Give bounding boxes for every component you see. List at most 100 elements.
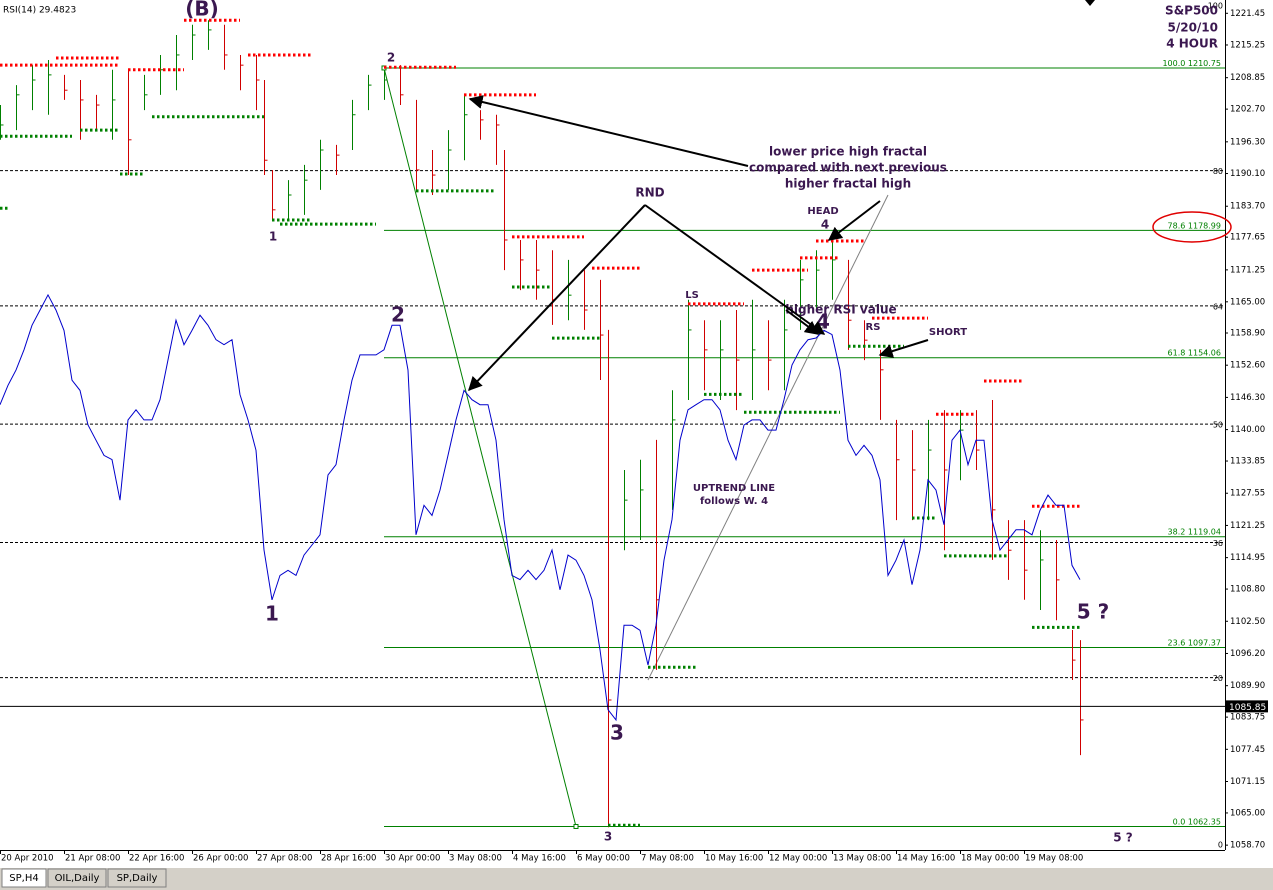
fib-price: 1210.75 [1188, 58, 1221, 67]
indicator-label: RSI(14) 29.4823 [3, 6, 76, 16]
annotation: 2 [391, 303, 405, 327]
y-tick-label: 1183.70 [1230, 202, 1265, 212]
annotation: follows W. 4 [700, 496, 768, 507]
y2-tick-label: 100 [1208, 2, 1223, 11]
x-tick-label: 30 Apr 00:00 [385, 854, 440, 864]
annotation: (B) [185, 0, 219, 21]
fib-price: 1097.37 [1188, 638, 1221, 647]
annotation-arrow [785, 309, 820, 335]
annotation-arrow [644, 204, 826, 335]
annotation: 4 [821, 218, 829, 232]
y2-tick-label: 50 [1213, 421, 1223, 430]
y2-tick-label: 80 [1213, 167, 1223, 176]
fib-ratio: 78.6 [1168, 221, 1186, 230]
y-tick-label: 1114.95 [1230, 553, 1265, 563]
y-tick-label: 1171.25 [1230, 265, 1265, 275]
y-tick-label: 1089.90 [1230, 681, 1265, 691]
chart-title: S&P500 [1165, 4, 1218, 18]
fib-trend-line [383, 67, 577, 827]
y-tick-label: 1221.45 [1230, 9, 1265, 19]
background [0, 0, 1273, 868]
last-price-label: 1085.85 [1229, 703, 1266, 713]
highlight-ellipse [1152, 211, 1232, 243]
y2-tick-label: 0 [1218, 841, 1223, 850]
annotation: 5 ? [1077, 600, 1109, 624]
y-tick-label: 1196.30 [1230, 137, 1265, 147]
annotation-arrow [468, 204, 646, 392]
fib-level-label: 100.0 1210.75 [1162, 58, 1221, 67]
chart-tab[interactable] [47, 868, 107, 888]
fib-ratio: 100.0 [1162, 58, 1185, 67]
chart-tab-label[interactable]: SP,Daily [117, 873, 158, 884]
fib-ratio: 23.6 [1168, 638, 1186, 647]
y-tick-label: 1108.80 [1230, 585, 1265, 595]
y-tick-label: 1140.00 [1230, 425, 1265, 435]
y2-tick-label: 20 [1213, 674, 1223, 683]
x-tick-label: 3 May 08:00 [449, 854, 502, 864]
y-tick-label: 1058.70 [1230, 841, 1265, 851]
y-tick-label: 1065.00 [1230, 808, 1265, 818]
fib-price: 1119.04 [1188, 527, 1221, 536]
rsi-line [0, 293, 1081, 722]
y-tick-label: 1071.15 [1230, 777, 1265, 787]
y-tick-label: 1083.75 [1230, 713, 1265, 723]
annotation: 3 [610, 721, 624, 745]
annotation: higher RSI value [785, 303, 896, 317]
annotation: compared with next previous [749, 161, 947, 175]
annotation: lower price high fractal [769, 145, 927, 159]
fib-price: 1178.99 [1188, 221, 1221, 230]
y2-tick-label: 64 [1213, 302, 1223, 311]
y-tick-label: 1127.55 [1230, 489, 1265, 499]
chart-tab-label[interactable]: OIL,Daily [55, 873, 100, 884]
x-tick-label: 27 Apr 08:00 [257, 854, 312, 864]
x-tick-label: 14 May 16:00 [897, 854, 955, 864]
shift-marker [1085, 0, 1095, 6]
x-tick-label: 18 May 00:00 [961, 854, 1019, 864]
x-tick-label: 19 May 08:00 [1025, 854, 1083, 864]
x-tick-label: 13 May 08:00 [833, 854, 891, 864]
x-tick-label: 4 May 16:00 [513, 854, 566, 864]
x-tick-label: 6 May 00:00 [577, 854, 630, 864]
y-tick-label: 1165.00 [1230, 297, 1265, 307]
y-tick-label: 1215.25 [1230, 40, 1265, 50]
y2-tick-label: 36 [1213, 539, 1223, 548]
y-tick-label: 1177.65 [1230, 233, 1265, 243]
x-tick-label: 10 May 16:00 [705, 854, 763, 864]
annotation: SHORT [929, 327, 967, 338]
annotation-arrow [827, 200, 881, 241]
chart-tab[interactable] [1, 868, 47, 888]
fib-level-label: 78.6 1178.99 [1168, 221, 1221, 230]
y-tick-label: 1133.85 [1230, 457, 1265, 467]
annotation: 2 [387, 51, 395, 65]
chart-tab-label[interactable]: SP,H4 [9, 873, 38, 884]
x-tick-label: 12 May 00:00 [769, 854, 827, 864]
annotation: LS [685, 290, 699, 301]
annotation: UPTREND LINE [693, 483, 775, 494]
x-tick-label: 7 May 08:00 [641, 854, 694, 864]
chart-tab[interactable] [107, 868, 167, 888]
fib-level-label: 61.8 1154.06 [1168, 348, 1221, 357]
chart-subtitle: 5/20/10 [1167, 21, 1218, 35]
y-tick-label: 1190.10 [1230, 169, 1265, 179]
y-tick-label: 1202.70 [1230, 105, 1265, 115]
fib-level-label: 38.2 1119.04 [1168, 527, 1221, 536]
y-tick-label: 1208.85 [1230, 73, 1265, 83]
annotation: RS [866, 322, 881, 333]
fib-level-label: 23.6 1097.37 [1168, 638, 1221, 647]
chart-timeframe: 4 HOUR [1166, 37, 1218, 51]
fib-ratio: 38.2 [1168, 527, 1186, 536]
x-tick-label: 20 Apr 2010 [1, 854, 54, 864]
annotation: 1 [265, 602, 279, 626]
fib-ratio: 61.8 [1168, 348, 1186, 357]
y-tick-label: 1152.60 [1230, 361, 1265, 371]
fib-anchor [573, 823, 579, 829]
annotation: 3 [604, 830, 612, 844]
fib-price: 1062.35 [1188, 817, 1221, 826]
x-tick-label: 21 Apr 08:00 [65, 854, 120, 864]
annotation: HEAD [807, 206, 838, 217]
y-tick-label: 1077.45 [1230, 745, 1265, 755]
annotation-arrow [878, 339, 929, 358]
annotation: 5 ? [1113, 831, 1133, 845]
